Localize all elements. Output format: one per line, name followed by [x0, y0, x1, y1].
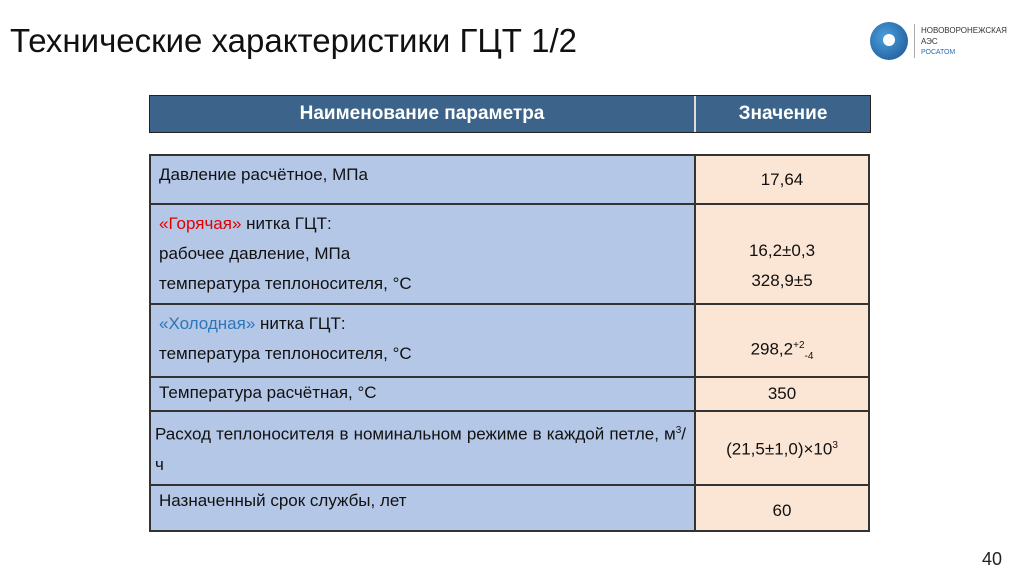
logo-line1: НОВОВОРОНЕЖСКАЯ	[921, 25, 1007, 35]
logo-line3: РОСАТОМ	[921, 48, 956, 56]
table-row: Назначенный срок службы, лет 60	[149, 483, 870, 532]
param-line: температура теплоносителя, °С	[159, 344, 412, 363]
value-cell: 350	[694, 376, 870, 413]
table-row: «Холодная» нитка ГЦТ: температура теплоно…	[149, 302, 870, 379]
logo-line2: АЭС	[921, 36, 938, 46]
param-cell: Температура расчётная, °С	[149, 376, 696, 413]
logo: НОВОВОРОНЕЖСКАЯ АЭС РОСАТОМ	[870, 22, 1007, 60]
param-line: температура теплоносителя, °С	[159, 274, 412, 293]
cold-rest: нитка ГЦТ:	[255, 314, 346, 333]
value-cell: (21,5±1,0)×103	[694, 410, 870, 486]
table-row: Расход теплоносителя в номинальном режим…	[149, 410, 870, 486]
table-row: Температура расчётная, °С 350	[149, 376, 870, 413]
hot-label: «Горячая»	[159, 214, 242, 233]
cold-label: «Холодная»	[159, 314, 256, 333]
value-sup: +2	[793, 340, 805, 351]
param-cell: «Холодная» нитка ГЦТ: температура теплоно…	[149, 302, 696, 379]
param-end: /ч	[155, 424, 686, 474]
rosatom-logo-icon	[870, 22, 908, 60]
param-cell: Расход теплоносителя в номинальном режим…	[149, 410, 696, 486]
table-header: Наименование параметра Значение	[149, 95, 871, 133]
value-line: 328,9±5	[751, 271, 813, 290]
value-main: (21,5±1,0)×10	[726, 439, 833, 459]
value-sup: 3	[832, 440, 838, 452]
page-number: 40	[981, 549, 1002, 569]
value-cell: 17,64	[694, 154, 870, 205]
param-cell: «Горячая» нитка ГЦТ: рабочее давление, МП…	[149, 203, 696, 305]
hot-rest: нитка ГЦТ:	[241, 214, 332, 233]
header-param: Наименование параметра	[150, 96, 696, 132]
value-cell: 60	[694, 483, 870, 532]
param-text: Расход теплоносителя в номинальном режим…	[155, 424, 676, 444]
param-line: рабочее давление, МПа	[159, 244, 351, 263]
value-sub: -4	[804, 351, 814, 363]
slide-title: Технические характеристики ГЦТ 1/2	[10, 22, 577, 59]
header-value: Значение	[738, 103, 828, 124]
param-sup: 3	[675, 425, 682, 437]
value-main: 298,2	[750, 339, 794, 359]
param-cell: Назначенный срок службы, лет	[149, 483, 696, 532]
table-row: «Горячая» нитка ГЦТ: рабочее давление, МП…	[149, 203, 870, 305]
parameters-table: Давление расчётное, МПа 17,64 «Горячая» н…	[149, 154, 870, 532]
table-row: Давление расчётное, МПа 17,64	[149, 154, 870, 205]
param-cell: Давление расчётное, МПа	[149, 154, 696, 205]
value-cell: 298,2+2-4	[694, 302, 870, 379]
value-line: 16,2±0,3	[748, 241, 816, 260]
value-cell: 16,2±0,3 328,9±5	[694, 203, 870, 305]
